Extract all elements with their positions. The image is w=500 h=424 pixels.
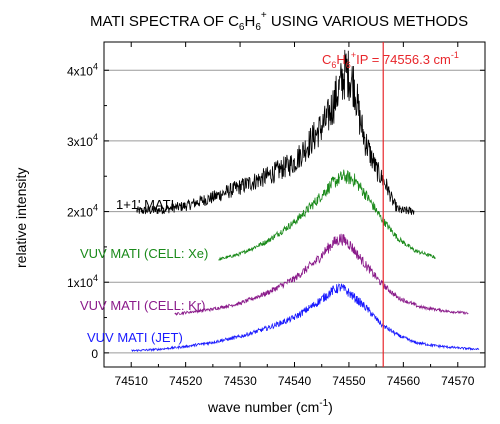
chart-title: MATI SPECTRA OF C6H6+ USING VARIOUS METH…	[90, 10, 468, 33]
x-tick-label-5: 74560	[387, 374, 421, 388]
x-tick-label-6: 74570	[441, 374, 475, 388]
series-label-1p1-mati: 1+1' MATI	[116, 197, 174, 212]
x-tick-label-1: 74520	[169, 374, 203, 388]
series-line-1	[218, 169, 436, 261]
ip-label: C6H6+IP = 74556.3 cm-1	[322, 50, 459, 70]
x-axis-label: wave number (cm-1)	[207, 398, 333, 415]
series-line-3	[131, 283, 480, 353]
series-line-0	[136, 49, 415, 215]
y-tick-label-4: 4x104	[67, 61, 98, 78]
y-tick-label-0: 0	[91, 347, 98, 361]
y-tick-label-2: 2x104	[67, 203, 98, 220]
x-tick-label-2: 74530	[223, 374, 257, 388]
x-tick-label-3: 74540	[278, 374, 312, 388]
y-tick-label-3: 3x104	[67, 132, 98, 149]
axis-ticks: 0 1x104 2x104 3x104 4x104 74510 74520 74530 7454…	[67, 42, 485, 388]
series-line-2	[174, 233, 469, 316]
series-label-vuv-cell-xe: VUV MATI (CELL: Xe)	[80, 246, 208, 261]
series-layer	[131, 49, 480, 353]
series-label-vuv-jet: VUV MATI (JET)	[87, 330, 183, 345]
x-tick-label-0: 74510	[115, 374, 149, 388]
y-axis-label: relative intensity	[13, 168, 29, 268]
grid	[104, 69, 485, 354]
series-label-vuv-cell-kr: VUV MATI (CELL: Kr)	[80, 298, 205, 313]
x-tick-label-4: 74550	[332, 374, 366, 388]
y-tick-label-1: 1x104	[67, 273, 98, 290]
